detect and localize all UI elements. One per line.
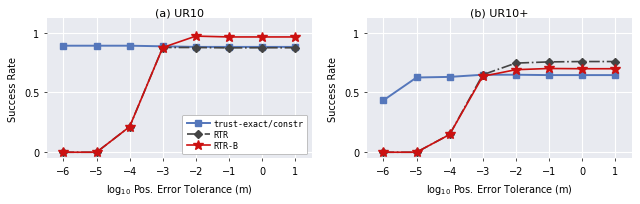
RTR-B bbox=[159, 47, 166, 50]
RTR-B bbox=[192, 36, 200, 38]
X-axis label: log$_{10}$ Pos. Error Tolerance (m): log$_{10}$ Pos. Error Tolerance (m) bbox=[426, 182, 573, 196]
trust-exact/constr bbox=[479, 74, 486, 76]
RTR bbox=[291, 47, 299, 50]
RTR-B bbox=[611, 68, 619, 71]
RTR-B bbox=[225, 37, 233, 39]
RTR bbox=[93, 151, 100, 154]
RTR bbox=[545, 61, 553, 64]
trust-exact/constr bbox=[159, 46, 166, 48]
RTR bbox=[225, 47, 233, 50]
trust-exact/constr bbox=[60, 45, 67, 48]
RTR-B bbox=[258, 37, 266, 39]
trust-exact/constr bbox=[126, 45, 134, 48]
RTR bbox=[512, 63, 520, 65]
RTR-B bbox=[479, 76, 486, 78]
RTR bbox=[578, 61, 586, 63]
RTR-B bbox=[60, 151, 67, 154]
trust-exact/constr bbox=[611, 74, 619, 77]
Line: RTR: RTR bbox=[381, 60, 618, 155]
RTR bbox=[192, 47, 200, 50]
Line: RTR-B: RTR-B bbox=[379, 64, 620, 157]
trust-exact/constr bbox=[446, 76, 454, 79]
Title: (a) UR10: (a) UR10 bbox=[155, 8, 204, 18]
trust-exact/constr bbox=[93, 45, 100, 48]
Y-axis label: Success Rate: Success Rate bbox=[328, 57, 339, 121]
RTR-B bbox=[380, 151, 387, 154]
RTR bbox=[413, 151, 420, 154]
Line: trust-exact/constr: trust-exact/constr bbox=[380, 72, 618, 104]
RTR bbox=[126, 126, 134, 128]
Line: RTR: RTR bbox=[61, 45, 298, 155]
trust-exact/constr bbox=[512, 74, 520, 76]
RTR-B bbox=[93, 151, 100, 154]
RTR-B bbox=[512, 69, 520, 72]
RTR bbox=[479, 74, 486, 76]
RTR bbox=[159, 47, 166, 50]
RTR bbox=[258, 47, 266, 50]
trust-exact/constr bbox=[192, 47, 200, 49]
RTR-B bbox=[126, 126, 134, 128]
trust-exact/constr bbox=[225, 47, 233, 49]
RTR-B bbox=[291, 37, 299, 39]
trust-exact/constr bbox=[578, 74, 586, 77]
Title: (b) UR10+: (b) UR10+ bbox=[470, 8, 529, 18]
RTR-B bbox=[446, 134, 454, 136]
RTR bbox=[60, 151, 67, 154]
trust-exact/constr bbox=[413, 77, 420, 79]
RTR-B bbox=[545, 68, 553, 70]
trust-exact/constr bbox=[291, 47, 299, 49]
Legend: trust-exact/constr, RTR, RTR-B: trust-exact/constr, RTR, RTR-B bbox=[182, 115, 307, 155]
Y-axis label: Success Rate: Success Rate bbox=[8, 57, 19, 121]
RTR-B bbox=[578, 68, 586, 71]
RTR-B bbox=[413, 151, 420, 154]
trust-exact/constr bbox=[258, 47, 266, 49]
RTR bbox=[380, 151, 387, 154]
Line: RTR-B: RTR-B bbox=[59, 32, 300, 157]
Line: trust-exact/constr: trust-exact/constr bbox=[60, 43, 298, 51]
X-axis label: log$_{10}$ Pos. Error Tolerance (m): log$_{10}$ Pos. Error Tolerance (m) bbox=[106, 182, 253, 196]
trust-exact/constr bbox=[545, 74, 553, 77]
RTR bbox=[446, 134, 454, 136]
trust-exact/constr bbox=[380, 100, 387, 102]
RTR bbox=[611, 61, 619, 63]
